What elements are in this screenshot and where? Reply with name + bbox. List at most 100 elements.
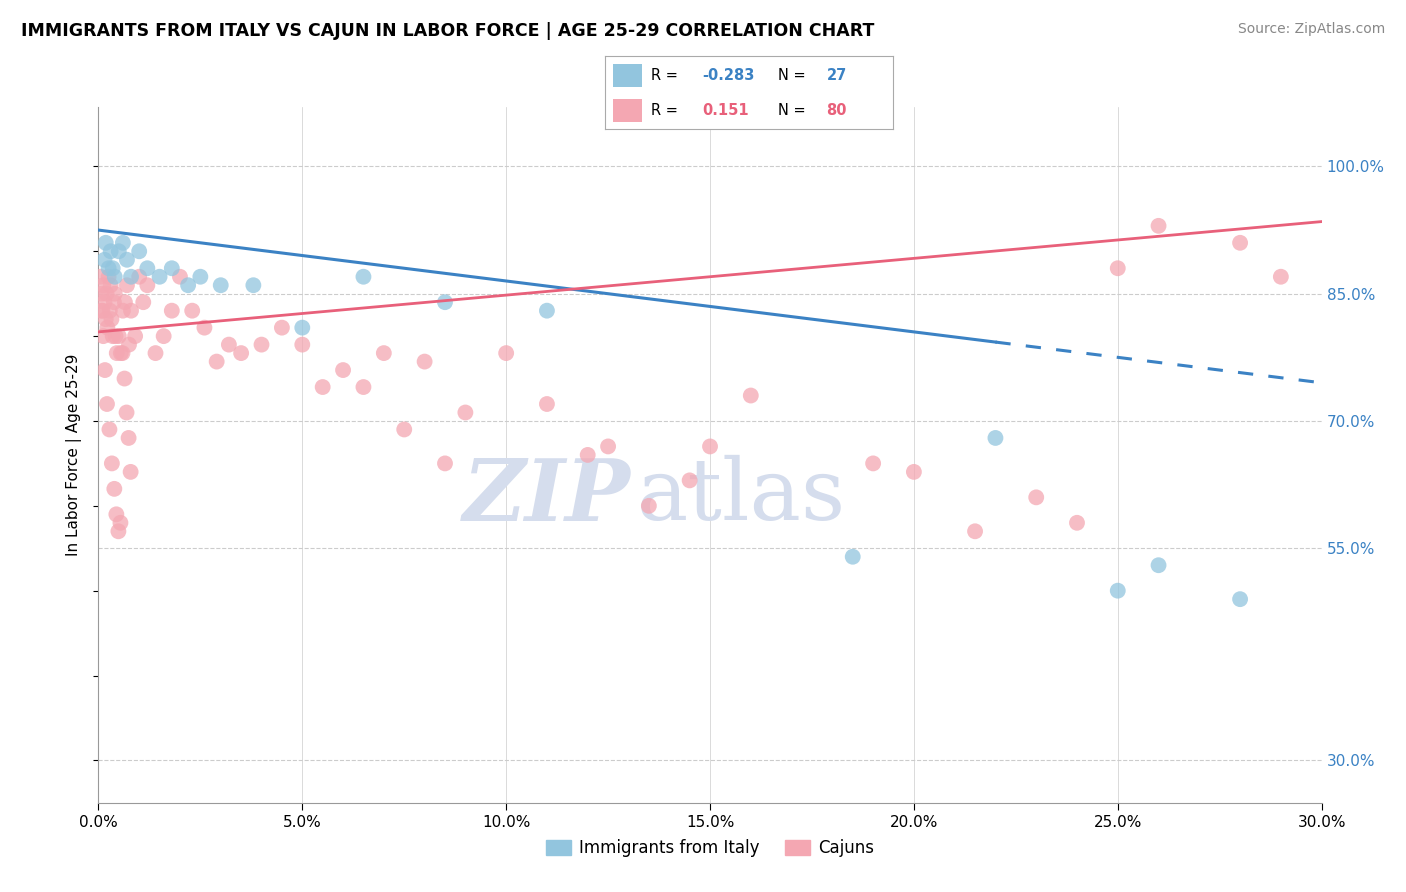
Point xyxy=(1147,558,1170,573)
Point xyxy=(373,346,395,360)
Text: Source: ZipAtlas.com: Source: ZipAtlas.com xyxy=(1237,22,1385,37)
Point xyxy=(136,278,159,293)
Point xyxy=(352,269,374,284)
Point xyxy=(91,278,114,293)
Bar xyxy=(613,99,643,122)
Point xyxy=(96,320,118,334)
Point xyxy=(1270,269,1292,284)
Point xyxy=(218,337,240,351)
Point xyxy=(638,499,661,513)
Point xyxy=(100,244,122,259)
Point xyxy=(98,422,121,436)
Point xyxy=(576,448,599,462)
Text: R =: R = xyxy=(651,103,678,118)
Point xyxy=(93,295,115,310)
Point xyxy=(209,278,232,293)
Point xyxy=(115,278,138,293)
Point xyxy=(841,549,863,564)
Point xyxy=(1107,261,1129,276)
Text: -0.283: -0.283 xyxy=(703,68,755,83)
Text: 0.151: 0.151 xyxy=(703,103,749,118)
Point xyxy=(118,337,141,351)
Point xyxy=(91,329,114,343)
Point xyxy=(120,269,142,284)
Point xyxy=(115,405,138,419)
Point xyxy=(454,405,477,419)
Point xyxy=(413,354,436,368)
Point xyxy=(177,278,200,293)
Point xyxy=(250,337,273,351)
Point xyxy=(105,346,128,360)
Point xyxy=(101,261,124,276)
Point xyxy=(270,320,294,334)
Point xyxy=(160,261,183,276)
Point xyxy=(1229,592,1251,607)
Point xyxy=(100,312,122,326)
Point xyxy=(104,269,127,284)
Point xyxy=(111,346,134,360)
Point xyxy=(193,320,215,334)
Point xyxy=(124,329,146,343)
Point xyxy=(149,269,172,284)
Point xyxy=(596,439,619,453)
Point xyxy=(120,465,142,479)
Text: 27: 27 xyxy=(827,68,846,83)
Point xyxy=(90,286,112,301)
Point xyxy=(433,457,456,471)
Point xyxy=(110,346,132,360)
Point xyxy=(114,295,136,310)
Point xyxy=(740,388,762,402)
Point xyxy=(352,380,374,394)
Point xyxy=(1025,491,1047,505)
Point xyxy=(90,303,112,318)
Text: N =: N = xyxy=(778,68,806,83)
Point xyxy=(965,524,987,539)
Point xyxy=(94,363,117,377)
Point xyxy=(242,278,264,293)
Point xyxy=(111,303,134,318)
Point xyxy=(96,286,118,301)
Point xyxy=(111,235,134,250)
Point xyxy=(205,354,228,368)
Point xyxy=(169,269,191,284)
Point xyxy=(128,244,150,259)
Point xyxy=(291,337,314,351)
Point xyxy=(152,329,174,343)
Text: R =: R = xyxy=(651,68,678,83)
Point xyxy=(115,252,138,267)
Point xyxy=(91,303,114,318)
Point xyxy=(94,235,117,250)
Y-axis label: In Labor Force | Age 25-29: In Labor Force | Age 25-29 xyxy=(66,354,83,556)
Point xyxy=(188,269,212,284)
Point xyxy=(97,261,120,276)
Point xyxy=(108,244,131,259)
Text: 80: 80 xyxy=(827,103,846,118)
Point xyxy=(132,295,155,310)
Point xyxy=(120,303,142,318)
Point xyxy=(145,346,167,360)
Point xyxy=(1229,235,1251,250)
Legend: Immigrants from Italy, Cajuns: Immigrants from Italy, Cajuns xyxy=(540,833,880,864)
Point xyxy=(104,329,127,343)
Point xyxy=(495,346,517,360)
Point xyxy=(699,439,721,453)
Point xyxy=(89,269,111,284)
Point xyxy=(903,465,925,479)
Point xyxy=(291,320,314,334)
Point xyxy=(984,431,1007,445)
Point xyxy=(114,371,136,385)
Point xyxy=(103,295,125,310)
Point xyxy=(97,269,120,284)
Text: IMMIGRANTS FROM ITALY VS CAJUN IN LABOR FORCE | AGE 25-29 CORRELATION CHART: IMMIGRANTS FROM ITALY VS CAJUN IN LABOR … xyxy=(21,22,875,40)
Point xyxy=(104,286,127,301)
Text: atlas: atlas xyxy=(637,455,846,538)
Point xyxy=(94,312,117,326)
Point xyxy=(98,303,121,318)
Point xyxy=(332,363,354,377)
Point xyxy=(392,422,416,436)
Point xyxy=(181,303,204,318)
Point xyxy=(1066,516,1088,530)
Point xyxy=(117,431,139,445)
Point xyxy=(1107,583,1129,598)
Point xyxy=(160,303,183,318)
